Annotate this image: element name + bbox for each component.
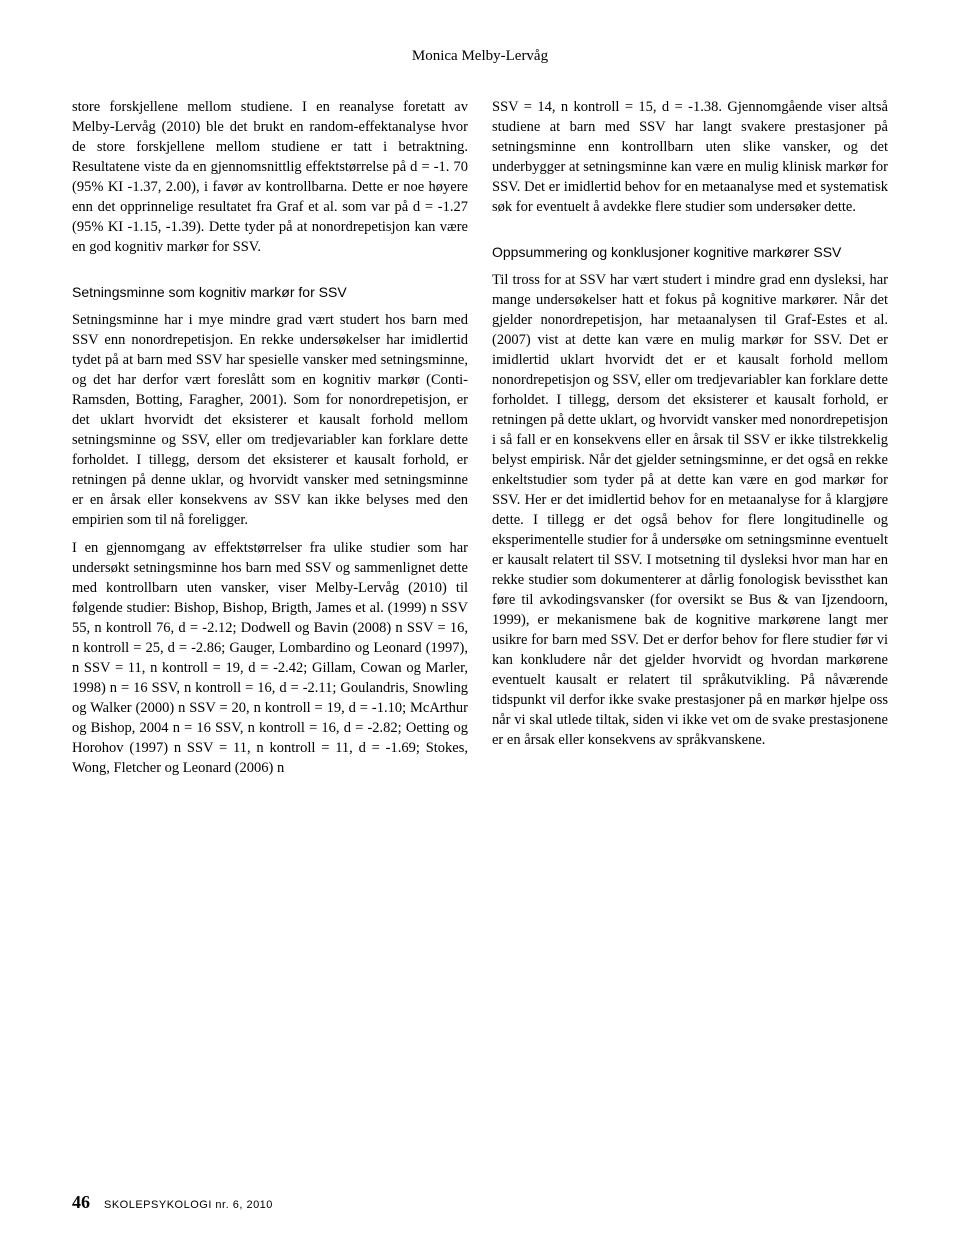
left-para-1: store forskjellene mellom studiene. I en…	[72, 97, 468, 257]
left-section-heading: Setningsminne som kognitiv markør for SS…	[72, 283, 468, 302]
page-number: 46	[72, 1192, 90, 1213]
two-column-body: store forskjellene mellom studiene. I en…	[72, 97, 888, 778]
right-column: SSV = 14, n kontroll = 15, d = -1.38. Gj…	[492, 97, 888, 778]
right-para-1: SSV = 14, n kontroll = 15, d = -1.38. Gj…	[492, 97, 888, 217]
page-footer: 46 SKOLEPSYKOLOGI nr. 6, 2010	[72, 1192, 888, 1213]
journal-name: SKOLEPSYKOLOGI nr. 6, 2010	[104, 1199, 273, 1211]
left-column: store forskjellene mellom studiene. I en…	[72, 97, 468, 778]
left-para-3: I en gjennomgang av effektstørrelser fra…	[72, 538, 468, 778]
right-para-2: Til tross for at SSV har vært studert i …	[492, 270, 888, 750]
right-section-heading: Oppsummering og konklusjoner kognitive m…	[492, 243, 888, 262]
left-para-2: Setningsminne har i mye mindre grad vært…	[72, 310, 468, 530]
page-header-author: Monica Melby-Lervåg	[72, 48, 888, 65]
